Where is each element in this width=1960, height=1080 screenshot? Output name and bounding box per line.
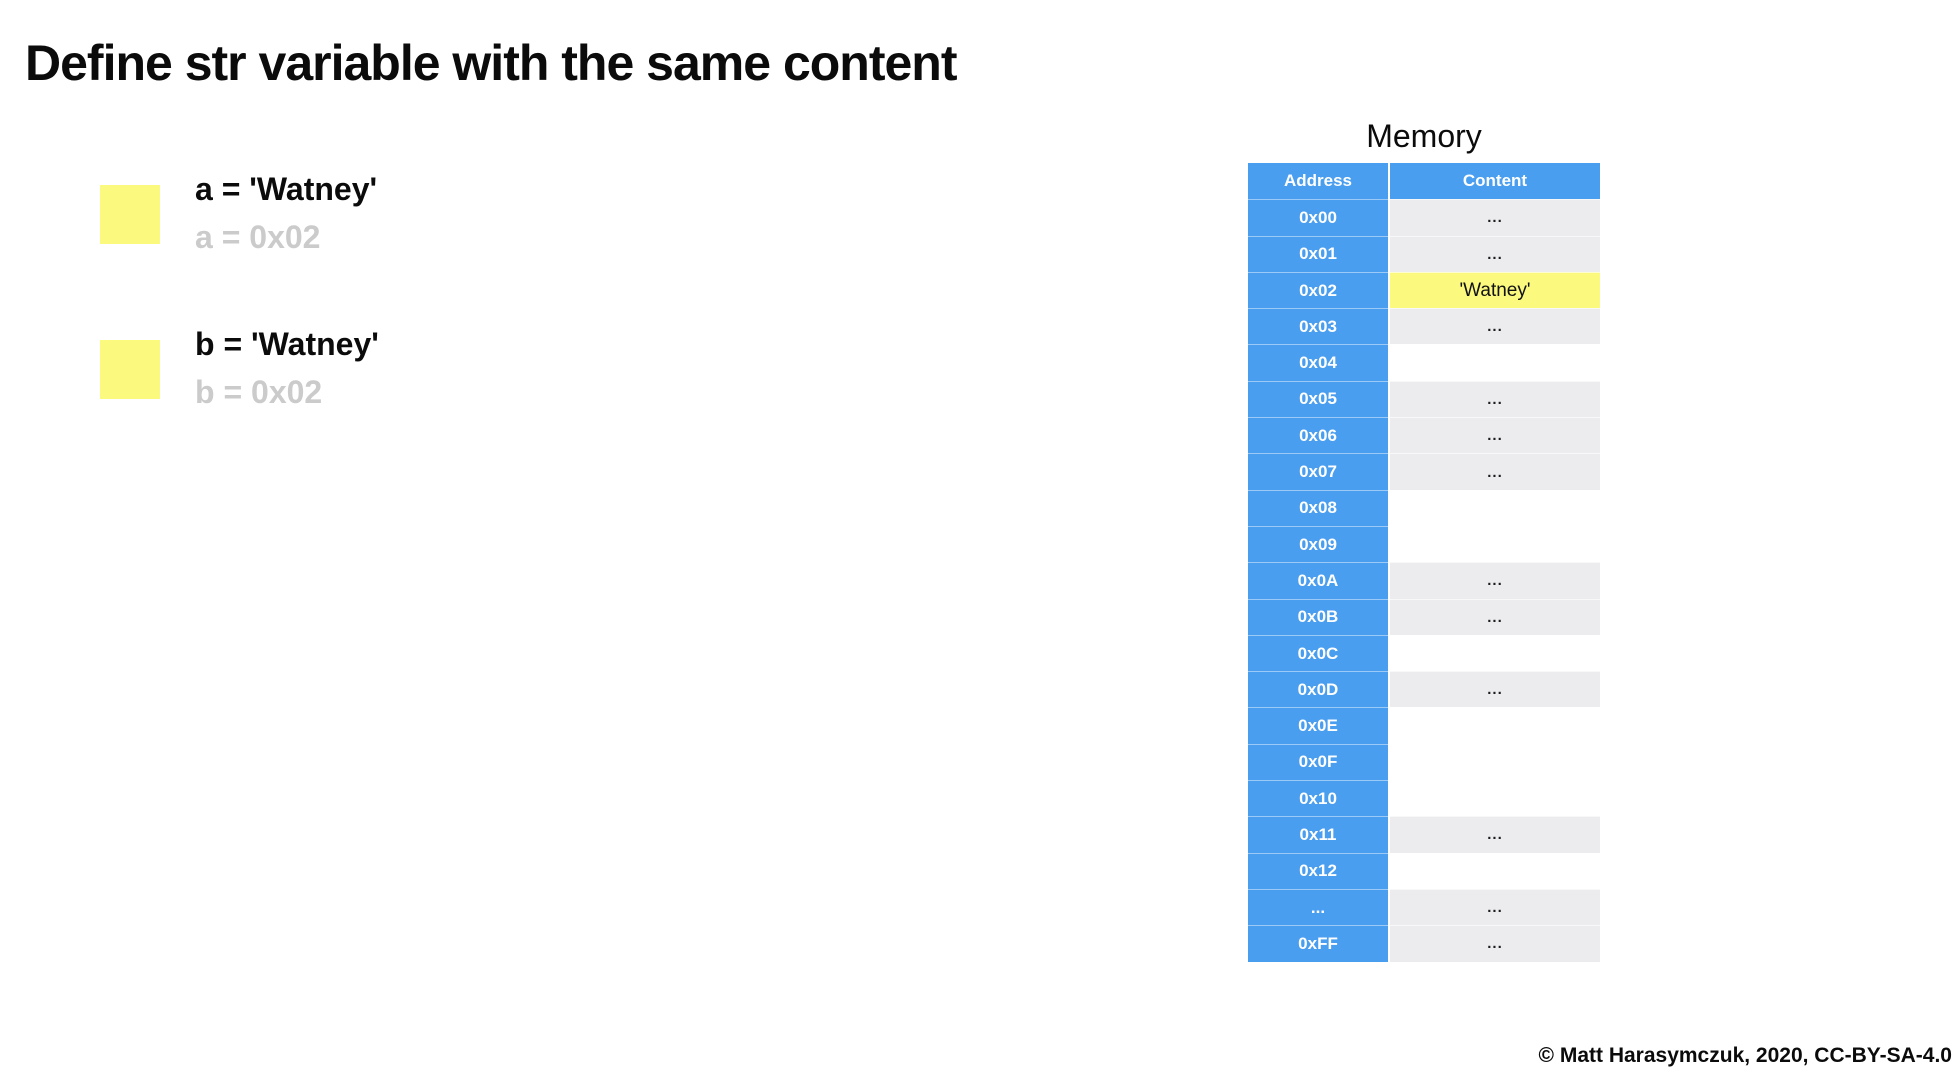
note-b-text: b = 'Watney' b = 0x02 — [195, 325, 379, 411]
table-row: 0x03... — [1248, 308, 1600, 345]
table-row: 0x10 — [1248, 780, 1600, 817]
table-row: 0xFF... — [1248, 925, 1600, 962]
address-cell: 0x12 — [1248, 852, 1388, 889]
memory-table: Address Content 0x00... 0x01... 0x02 'Watne… — [1248, 163, 1600, 962]
sticky-note-a — [100, 185, 160, 244]
content-column-header: Content — [1390, 163, 1600, 200]
address-cell: 0x0D — [1248, 671, 1388, 708]
content-cell — [1390, 852, 1600, 889]
address-cell: 0x01 — [1248, 235, 1388, 272]
table-row: 0x0C — [1248, 634, 1600, 672]
content-cell: ... — [1390, 562, 1600, 599]
address-cell: 0x05 — [1248, 380, 1388, 418]
table-row: 0x02 'Watney' — [1248, 271, 1600, 309]
table-row: 0x11... — [1248, 816, 1600, 853]
content-cell — [1390, 634, 1600, 672]
table-row: 0x07... — [1248, 453, 1600, 490]
content-cell: ... — [1390, 199, 1600, 236]
content-cell — [1390, 743, 1600, 781]
memory-panel: Memory Address Content 0x00... 0x01... 0x0… — [1248, 116, 1600, 962]
table-row: ...... — [1248, 888, 1600, 926]
memory-table-body: 0x00... 0x01... 0x02 'Watney' 0x03... 0x04 0x0… — [1248, 199, 1600, 962]
sticky-note-b — [100, 340, 160, 399]
note-b-pointer: b = 0x02 — [195, 374, 323, 410]
note-a-pointer: a = 0x02 — [195, 219, 321, 255]
table-row: 0x0B... — [1248, 598, 1600, 635]
address-cell: 0x0E — [1248, 707, 1388, 744]
content-cell: ... — [1390, 671, 1600, 708]
table-row: 0x06... — [1248, 417, 1600, 454]
content-cell: ... — [1390, 380, 1600, 418]
note-b-code: b = 'Watney' — [195, 326, 379, 362]
address-cell: 0x0C — [1248, 634, 1388, 672]
table-row: 0x04 — [1248, 344, 1600, 381]
content-cell: ... — [1390, 308, 1600, 345]
content-cell: ... — [1390, 453, 1600, 490]
content-cell — [1390, 489, 1600, 526]
address-cell: 0x00 — [1248, 199, 1388, 236]
table-row: 0x05... — [1248, 380, 1600, 418]
address-cell: 0x11 — [1248, 816, 1388, 853]
content-cell: ... — [1390, 417, 1600, 454]
content-cell — [1390, 525, 1600, 563]
content-cell — [1390, 707, 1600, 744]
table-row: 0x0A... — [1248, 562, 1600, 599]
table-row: 0x0F — [1248, 743, 1600, 781]
content-cell — [1390, 780, 1600, 817]
table-row: 0x0E — [1248, 707, 1600, 744]
content-cell: ... — [1390, 888, 1600, 926]
table-row: 0x00... — [1248, 199, 1600, 236]
address-column-header: Address — [1248, 163, 1388, 200]
address-cell: 0x07 — [1248, 453, 1388, 490]
address-cell: 0x02 — [1248, 271, 1388, 309]
address-cell: 0x04 — [1248, 344, 1388, 381]
memory-table-header-row: Address Content — [1248, 163, 1600, 200]
address-cell: 0x08 — [1248, 489, 1388, 526]
table-row: 0x01... — [1248, 235, 1600, 272]
content-cell: ... — [1390, 816, 1600, 853]
page-title: Define str variable with the same conten… — [25, 35, 957, 91]
content-cell: ... — [1390, 598, 1600, 635]
address-cell: 0x0B — [1248, 598, 1388, 635]
note-a-text: a = 'Watney' a = 0x02 — [195, 170, 377, 256]
table-row: 0x08 — [1248, 489, 1600, 526]
table-row: 0x0D... — [1248, 671, 1600, 708]
content-cell: ... — [1390, 235, 1600, 272]
address-cell: 0x0A — [1248, 562, 1388, 599]
content-cell: ... — [1390, 925, 1600, 962]
copyright-footer: © Matt Harasymczuk, 2020, CC-BY-SA-4.0 — [1538, 1044, 1952, 1067]
content-cell — [1390, 344, 1600, 381]
address-cell: 0x03 — [1248, 308, 1388, 345]
content-cell-highlight: 'Watney' — [1390, 271, 1600, 309]
memory-title: Memory — [1366, 118, 1482, 154]
address-cell: 0x09 — [1248, 525, 1388, 563]
address-cell: 0x10 — [1248, 780, 1388, 817]
address-cell: 0x0F — [1248, 743, 1388, 781]
address-cell: 0xFF — [1248, 925, 1388, 962]
note-a-code: a = 'Watney' — [195, 171, 378, 207]
note-b: b = 'Watney' b = 0x02 — [100, 325, 379, 411]
note-a: a = 'Watney' a = 0x02 — [100, 170, 377, 256]
address-cell: ... — [1248, 888, 1388, 926]
table-row: 0x12 — [1248, 852, 1600, 889]
address-cell: 0x06 — [1248, 417, 1388, 454]
table-row: 0x09 — [1248, 525, 1600, 563]
